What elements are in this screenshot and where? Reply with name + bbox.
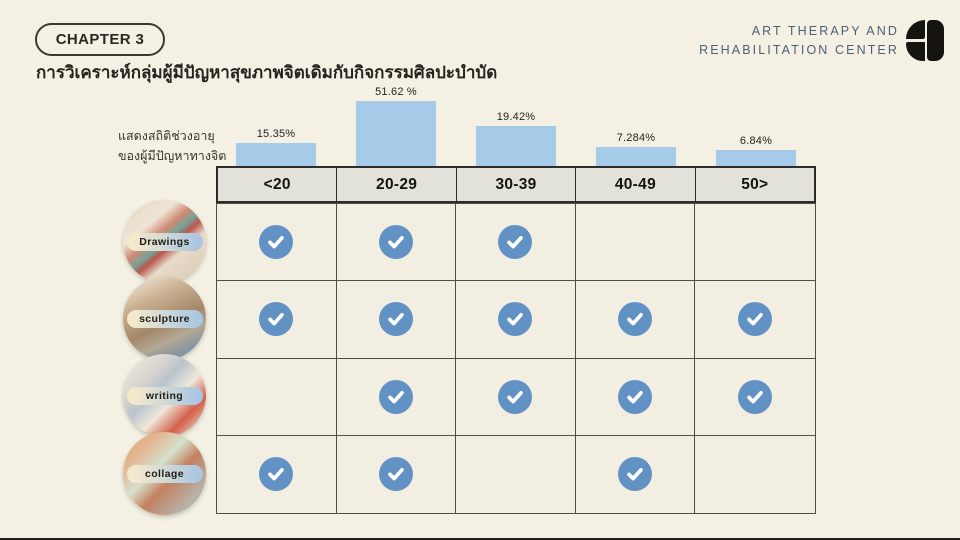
table-cell bbox=[217, 435, 337, 513]
bar-value-label: 6.84% bbox=[739, 135, 773, 147]
bar-column: 15.35% bbox=[216, 0, 336, 166]
check-icon bbox=[618, 379, 653, 414]
check-icon bbox=[259, 457, 294, 492]
table-cell bbox=[337, 435, 457, 513]
bar-column: 19.42% bbox=[456, 0, 576, 166]
table-cell bbox=[576, 435, 696, 513]
table-cell bbox=[695, 204, 815, 282]
bar-value-label: 19.42% bbox=[496, 111, 536, 123]
row-label: writing bbox=[126, 386, 203, 405]
column-header: <20 bbox=[218, 168, 338, 201]
sculpture-photo: sculpture bbox=[123, 277, 206, 360]
bar bbox=[596, 147, 676, 166]
table-cell bbox=[217, 204, 337, 282]
bar bbox=[716, 150, 796, 166]
drawings-photo: Drawings bbox=[123, 200, 206, 283]
table-cell bbox=[575, 281, 696, 359]
chart-note-line1: แสดงสถิติช่วงอายุ bbox=[118, 129, 215, 143]
check-icon bbox=[378, 457, 413, 492]
chart-note-line2: ของผู้มีปัญหาทางจิต bbox=[118, 149, 227, 163]
table-cell bbox=[695, 359, 815, 436]
table-cell bbox=[456, 281, 576, 359]
check-icon bbox=[618, 302, 653, 337]
column-header: 20-29 bbox=[337, 168, 457, 201]
bar-value-label: 15.35% bbox=[256, 128, 296, 140]
letter-a-logo-icon bbox=[906, 20, 944, 61]
logo-line1: ART THERAPY AND bbox=[751, 24, 899, 39]
check-icon bbox=[498, 302, 533, 337]
check-icon bbox=[738, 302, 773, 337]
page-title: การวิเคราะห์กลุ่มผู้มีปัญหาสุขภาพจิตเดิม… bbox=[36, 63, 498, 82]
table-cell bbox=[456, 358, 576, 436]
check-icon bbox=[259, 302, 294, 337]
bar-column: 51.62 % bbox=[336, 0, 456, 166]
writing-photo: writing bbox=[123, 354, 206, 437]
row-label: Drawings bbox=[126, 232, 203, 251]
logo-text: ART THERAPY AND REHABILITATION CENTER bbox=[699, 22, 899, 58]
table-cell bbox=[336, 204, 457, 282]
check-icon bbox=[378, 302, 413, 337]
column-header: 40-49 bbox=[576, 168, 696, 201]
row-label: collage bbox=[126, 464, 203, 483]
table-header: <20 20-29 30-39 40-49 50> bbox=[216, 166, 816, 203]
chart-note: แสดงสถิติช่วงอายุ ของผู้มีปัญหาทางจิต bbox=[118, 126, 226, 166]
table-cell bbox=[575, 204, 696, 282]
logo: ART THERAPY AND REHABILITATION CENTER bbox=[699, 20, 944, 61]
table-cell bbox=[456, 435, 576, 513]
bar bbox=[236, 143, 316, 166]
bar-column: 6.84% bbox=[696, 0, 816, 166]
table-cell bbox=[336, 358, 457, 436]
bar bbox=[476, 126, 556, 166]
table-cell bbox=[695, 436, 815, 513]
chapter-badge: CHAPTER 3 bbox=[35, 23, 165, 56]
check-icon bbox=[378, 225, 413, 260]
table-cell bbox=[695, 281, 815, 359]
table-cell bbox=[217, 281, 337, 359]
table-cell bbox=[575, 358, 696, 436]
check-icon bbox=[618, 457, 653, 492]
table-cell bbox=[456, 204, 576, 282]
chapter-badge-label: CHAPTER 3 bbox=[55, 31, 145, 48]
age-bar-chart: 15.35% 51.62 % 19.42% 7.284% 6.84% bbox=[216, 0, 816, 166]
table-cell bbox=[217, 358, 337, 436]
row-label: sculpture bbox=[126, 309, 203, 328]
table-cell bbox=[336, 281, 457, 359]
check-icon bbox=[378, 379, 413, 414]
check-icon bbox=[498, 225, 533, 260]
check-icon bbox=[259, 225, 294, 260]
logo-line2: REHABILITATION CENTER bbox=[699, 42, 899, 57]
bar-value-label: 51.62 % bbox=[375, 86, 417, 98]
check-icon bbox=[498, 379, 533, 414]
bar-column: 7.284% bbox=[576, 0, 696, 166]
column-header: 50> bbox=[741, 175, 769, 193]
column-header: 30-39 bbox=[457, 168, 577, 201]
bar-value-label: 7.284% bbox=[616, 132, 656, 144]
bar bbox=[356, 101, 436, 166]
collage-photo: collage bbox=[123, 432, 206, 515]
activity-table bbox=[216, 203, 816, 514]
check-icon bbox=[738, 379, 773, 414]
